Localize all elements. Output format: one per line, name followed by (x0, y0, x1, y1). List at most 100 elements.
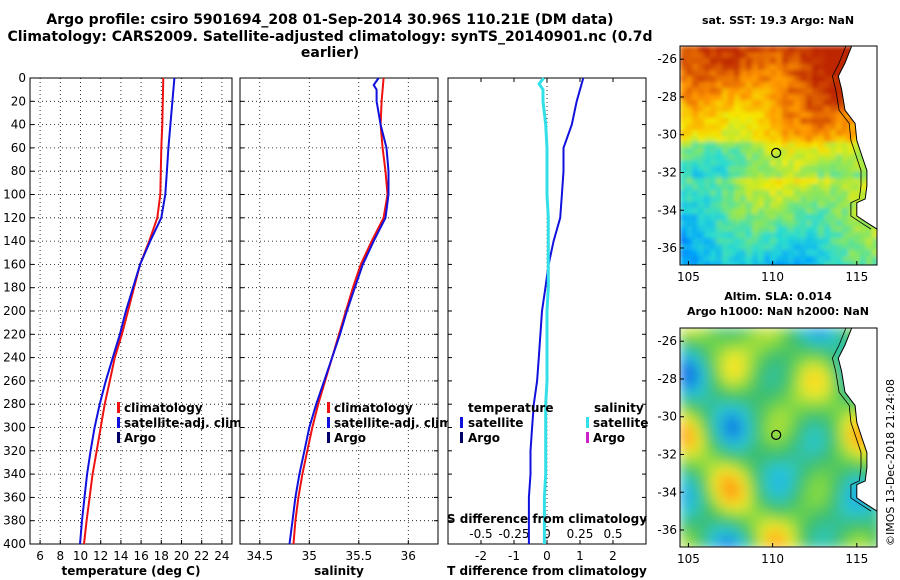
field-cell (688, 400, 693, 405)
field-cell (716, 384, 721, 389)
field-cell (716, 238, 723, 245)
field-cell (808, 388, 813, 393)
field-cell (832, 436, 837, 441)
field-cell (704, 528, 709, 533)
field-cell (712, 420, 717, 425)
field-cell (812, 118, 819, 125)
field-cell (704, 184, 711, 191)
field-cell (856, 504, 861, 509)
field-cell (866, 250, 873, 257)
field-cell (804, 464, 809, 469)
lat-tick-label: -34 (657, 485, 677, 499)
field-cell (808, 336, 813, 341)
field-cell (692, 136, 699, 143)
field-cell (872, 540, 877, 545)
difference-panel: -2 -1 0 1 2-0.5 -0.25 0 0.25 0.5S difference fro… (447, 77, 648, 578)
field-cell (768, 356, 773, 361)
field-cell (716, 396, 721, 401)
field-cell (840, 328, 845, 333)
field-cell (796, 440, 801, 445)
field-cell (716, 46, 723, 53)
field-cell (800, 244, 807, 251)
field-cell (792, 512, 797, 517)
field-cell (848, 528, 853, 533)
field-cell (768, 340, 773, 345)
field-cell (692, 424, 697, 429)
field-cell (704, 408, 709, 413)
sla-map-title-line-1: Altim. SLA: 0.014 (724, 290, 832, 303)
field-cell (768, 436, 773, 441)
field-cell (740, 468, 745, 473)
field-cell (836, 124, 843, 131)
field-cell (716, 376, 721, 381)
field-cell (732, 336, 737, 341)
field-cell (728, 412, 733, 417)
field-cell (756, 520, 761, 525)
field-cell (840, 388, 845, 393)
field-cell (844, 476, 849, 481)
field-cell (828, 488, 833, 493)
field-cell (860, 262, 867, 265)
field-cell (800, 208, 807, 215)
field-cell (734, 160, 741, 167)
x-tick-label: -1 (508, 549, 520, 563)
field-cell (808, 436, 813, 441)
field-cell (864, 456, 869, 461)
field-cell (708, 496, 713, 501)
field-cell (808, 416, 813, 421)
field-cell (842, 238, 849, 245)
field-cell (734, 244, 741, 251)
field-cell (776, 352, 781, 357)
field-cell (708, 400, 713, 405)
field-cell (684, 500, 689, 505)
field-cell (686, 76, 693, 83)
field-cell (712, 356, 717, 361)
field-cell (848, 516, 853, 521)
field-cell (746, 94, 753, 101)
field-cell (724, 504, 729, 509)
field-cell (680, 440, 685, 445)
field-cell (772, 540, 777, 545)
field-cell (760, 344, 765, 349)
field-cell (824, 496, 829, 501)
field-cell (704, 262, 711, 265)
field-cell (722, 136, 729, 143)
field-cell (788, 58, 795, 65)
field-cell (784, 540, 789, 545)
field-cell (784, 508, 789, 513)
legend-title-salinity: salinity (594, 401, 644, 415)
field-cell (764, 392, 769, 397)
field-cell (836, 432, 841, 437)
field-cell (820, 456, 825, 461)
field-cell (776, 344, 781, 349)
field-cell (808, 532, 813, 537)
field-cell (692, 412, 697, 417)
field-cell (704, 476, 709, 481)
field-cell (828, 448, 833, 453)
legend-label: satellite-adj. clim. (334, 416, 456, 430)
field-cell (736, 372, 741, 377)
field-cell (796, 476, 801, 481)
field-cell (728, 208, 735, 215)
field-cell (734, 124, 741, 131)
field-cell (770, 262, 777, 265)
field-cell (788, 214, 795, 221)
field-cell (760, 420, 765, 425)
field-cell (804, 496, 809, 501)
field-cell (688, 544, 693, 547)
field-cell (688, 536, 693, 541)
field-cell (752, 160, 759, 167)
field-cell (788, 456, 793, 461)
field-cell (720, 516, 725, 521)
field-cell (696, 404, 701, 409)
field-cell (760, 524, 765, 529)
field-cell (824, 64, 831, 71)
field-cell (736, 332, 741, 337)
field-cell (844, 424, 849, 429)
field-cell (868, 528, 873, 533)
field-cell (804, 488, 809, 493)
legend-swatch (460, 432, 463, 443)
field-cell (724, 540, 729, 545)
field-cell (724, 488, 729, 493)
field-cell (724, 444, 729, 449)
